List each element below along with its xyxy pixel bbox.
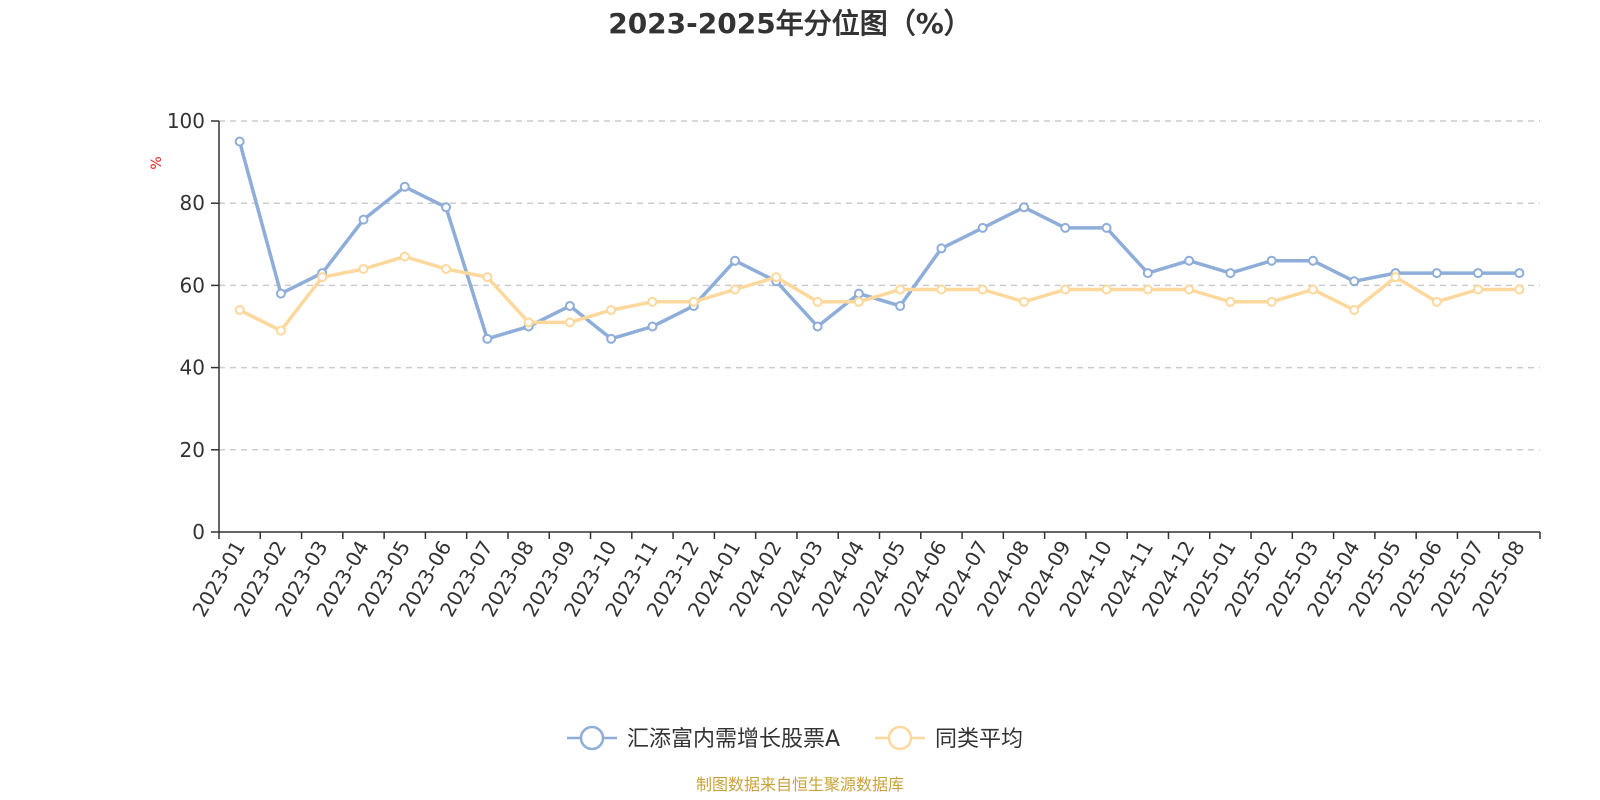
data-point [1101, 222, 1112, 233]
data-point [1142, 268, 1153, 279]
legend[interactable]: 汇添富内需增长股票A 同类平均 [567, 725, 1023, 752]
data-point [317, 272, 328, 283]
y-tick-label: 40 [180, 356, 205, 380]
data-point [234, 136, 245, 147]
y-tick-label: 100 [167, 109, 205, 133]
y-tick-label: 20 [180, 438, 205, 462]
data-point [1266, 255, 1277, 266]
data-point [853, 288, 864, 299]
y-tick-label: 60 [180, 273, 205, 297]
data-point [1266, 296, 1277, 307]
legend-item-2[interactable]: 同类平均 [875, 725, 1023, 752]
data-point [1184, 284, 1195, 295]
data-point [234, 305, 245, 316]
data-point [1142, 284, 1153, 295]
data-point [441, 202, 452, 213]
data-point [936, 243, 947, 254]
series-1 [234, 136, 1525, 344]
data-point [358, 263, 369, 274]
series-lines [234, 136, 1525, 344]
legend-label: 同类平均 [935, 727, 1023, 752]
legend-marker-icon [579, 725, 605, 751]
data-point [606, 305, 617, 316]
data-point [1431, 296, 1442, 307]
data-point [1349, 305, 1360, 316]
legend-label: 汇添富内需增长股票A [627, 727, 840, 752]
data-point [1018, 296, 1029, 307]
y-tick-label: 0 [192, 520, 205, 544]
data-point [482, 333, 493, 344]
data-point [523, 317, 534, 328]
data-point [1431, 268, 1442, 279]
data-point [441, 263, 452, 274]
data-point [275, 288, 286, 299]
data-point [275, 325, 286, 336]
data-point [358, 214, 369, 225]
data-point [1390, 272, 1401, 283]
data-point [1307, 284, 1318, 295]
y-tick-label: 80 [180, 191, 205, 215]
series-2 [234, 251, 1525, 336]
data-point [771, 272, 782, 283]
data-point [1225, 296, 1236, 307]
data-source-note: 制图数据来自恒生聚源数据库 [696, 775, 904, 794]
data-point [647, 321, 658, 332]
data-point [1060, 222, 1071, 233]
data-point [1514, 284, 1525, 295]
data-point [1101, 284, 1112, 295]
x-axis: 2023-012023-022023-032023-042023-052023-… [187, 531, 1541, 621]
data-point [1018, 202, 1029, 213]
grid-lines [219, 120, 1540, 451]
data-point [977, 222, 988, 233]
data-point [688, 296, 699, 307]
data-point [812, 321, 823, 332]
data-point [1307, 255, 1318, 266]
legend-item-1[interactable]: 汇添富内需增长股票A [567, 725, 840, 752]
data-point [399, 251, 410, 262]
data-point [1514, 268, 1525, 279]
data-point [399, 181, 410, 192]
data-point [606, 333, 617, 344]
data-point [647, 296, 658, 307]
data-point [564, 317, 575, 328]
data-point [1473, 268, 1484, 279]
legend-marker-icon [887, 725, 913, 751]
data-point [812, 296, 823, 307]
data-point [1184, 255, 1195, 266]
data-point [1225, 268, 1236, 279]
data-point [1060, 284, 1071, 295]
series-line [237, 141, 1520, 341]
data-point [977, 284, 988, 295]
chart-title: 2023-2025年分位图（%） [608, 7, 972, 40]
data-point [730, 255, 741, 266]
data-point [853, 296, 864, 307]
data-point [895, 284, 906, 295]
series-line [238, 254, 1520, 333]
data-point [564, 300, 575, 311]
y-axis: 0 20 40 60 80 100 [167, 109, 220, 544]
data-point [1349, 276, 1360, 287]
data-point [895, 300, 906, 311]
data-point [1473, 284, 1484, 295]
data-point [482, 272, 493, 283]
data-point [730, 284, 741, 295]
y-axis-unit: % [149, 156, 165, 169]
data-point [936, 284, 947, 295]
